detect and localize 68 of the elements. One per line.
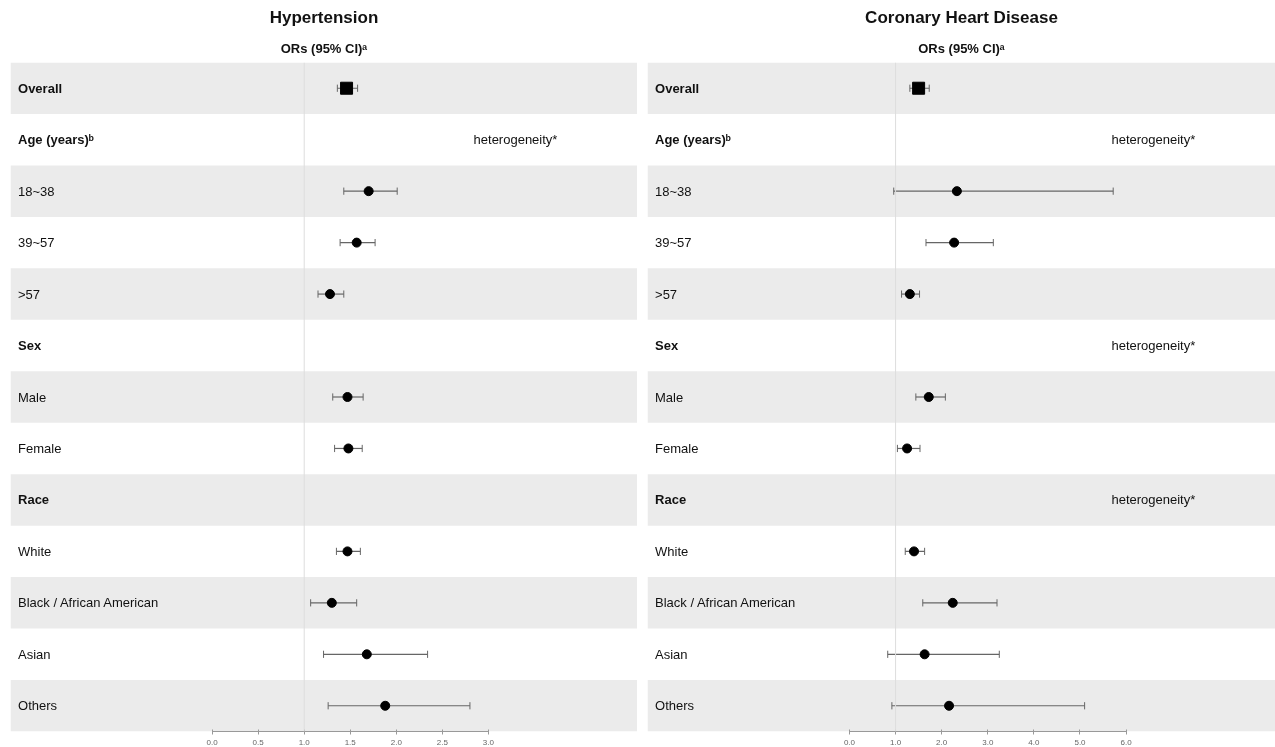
y-tick-label: Race [655, 492, 687, 508]
point [326, 597, 337, 608]
chart-subtitle: ORs (95% CI)ᵃ [918, 40, 1005, 56]
y-tick-label: Female [655, 440, 699, 456]
y-tick-label: 39~57 [18, 235, 55, 251]
y-tick-label: Age (years)ᵇ [18, 132, 94, 148]
x-tick-label: 5.0 [1074, 737, 1087, 747]
y-tick-label: Male [18, 389, 47, 405]
chart-subtitle: ORs (95% CI)ᵃ [280, 40, 368, 56]
chart-title: Hypertension [269, 7, 379, 27]
point [944, 700, 955, 711]
point [923, 392, 934, 402]
x-tick-label: 1.0 [890, 737, 902, 747]
x-tick-label: 0.0 [843, 737, 856, 747]
y-tick-label: 18~38 [655, 183, 692, 199]
point [342, 392, 353, 402]
y-tick-label: 18~38 [18, 183, 55, 199]
point [324, 289, 335, 300]
point [342, 546, 353, 557]
point [351, 237, 362, 248]
point [949, 237, 960, 248]
point [361, 649, 372, 660]
x-tick-label: 2.0 [936, 737, 948, 747]
annotation: heterogeneity* [1111, 338, 1196, 354]
x-tick-label: 4.0 [1028, 737, 1040, 747]
y-tick-label: Overall [655, 80, 700, 96]
y-tick-label: Race [18, 492, 50, 508]
y-tick-label: Others [655, 698, 695, 714]
point [912, 81, 926, 95]
y-tick-label: Age (years)ᵇ [655, 132, 731, 148]
y-tick-label: Asian [18, 646, 51, 662]
point [340, 81, 354, 95]
point [909, 546, 920, 557]
x-tick-label: 0.0 [206, 737, 219, 747]
x-tick-label: 2.0 [390, 737, 403, 747]
point [947, 597, 958, 608]
point [904, 289, 915, 300]
y-tick-label: Black / African American [655, 595, 796, 611]
point [343, 443, 354, 454]
x-tick-label: 1.5 [344, 737, 357, 747]
y-tick-label: >57 [18, 286, 41, 302]
point [363, 186, 374, 197]
y-tick-label: 39~57 [655, 235, 692, 251]
point [919, 649, 930, 660]
y-tick-label: Others [18, 698, 58, 714]
y-tick-label: Sex [18, 338, 42, 354]
y-tick-label: Asian [655, 646, 688, 662]
y-tick-label: Sex [655, 338, 679, 354]
annotation: heterogeneity* [473, 132, 558, 148]
x-tick-label: 3.0 [982, 737, 994, 747]
x-tick-label: 6.0 [1120, 737, 1133, 747]
annotation: heterogeneity* [1111, 132, 1196, 148]
point [951, 186, 962, 197]
x-tick-label: 3.0 [482, 737, 495, 747]
y-tick-label: Black / African American [18, 595, 159, 611]
annotation: heterogeneity* [1111, 492, 1196, 508]
x-tick-label: 2.5 [436, 737, 449, 747]
point [902, 443, 913, 454]
chart-title: Coronary Heart Disease [865, 7, 1058, 27]
x-tick-label: 1.0 [298, 737, 311, 747]
y-tick-label: Male [655, 389, 684, 405]
point [380, 700, 391, 711]
y-tick-label: Overall [18, 80, 63, 96]
y-tick-label: White [18, 543, 52, 559]
x-tick-label: 0.5 [252, 737, 265, 747]
y-tick-label: Female [18, 440, 62, 456]
y-tick-label: White [655, 543, 689, 559]
y-tick-label: >57 [655, 286, 678, 302]
